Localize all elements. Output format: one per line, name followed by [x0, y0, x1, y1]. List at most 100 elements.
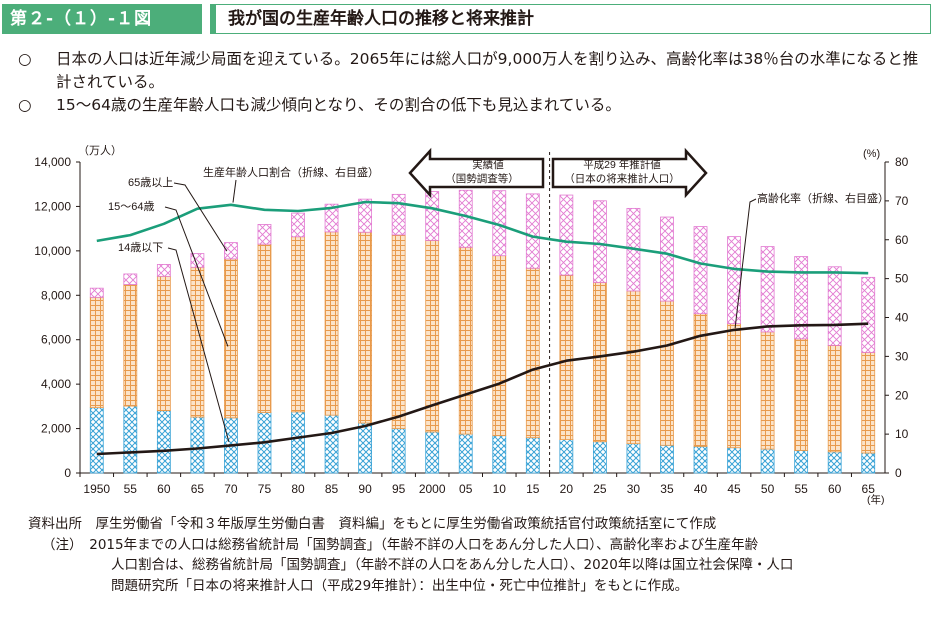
bar-age-15-64 [358, 231, 373, 424]
bar-age-0-14 [358, 422, 373, 474]
source-label: 資料出所 [28, 516, 82, 532]
bar-age-65-plus [592, 200, 607, 283]
bar-age-15-64 [89, 296, 104, 409]
right-tick-label: 70 [895, 194, 909, 208]
bar-age-0-14 [794, 450, 809, 474]
leader-working-age-ratio [232, 179, 237, 203]
right-tick-label: 0 [895, 466, 902, 480]
bar-age-15-64 [123, 284, 138, 407]
x-tick-label: 65 [862, 482, 876, 496]
bar-age-15-64 [291, 236, 305, 413]
right-tick-label: 20 [895, 388, 909, 402]
leader-aging-rate [734, 198, 757, 328]
summary-text: 日本の人口は近年減少局面を迎えている。2065年には総人口が9,000万人を割り… [56, 50, 919, 91]
summary-text: 15～64歳の生産年齢人口も減少傾向となり、その割合の低下も見込まれている。 [56, 96, 621, 114]
note-row: （注） 2015年までの人口は総務省統計局「国勢調査」（年齢不詳の人口をあん分し… [28, 535, 928, 556]
x-tick-label: 40 [694, 482, 708, 496]
summary-bullet: ○ 15～64歳の生産年齢人口も減少傾向となり、その割合の低下も見込まれている。 [18, 94, 923, 117]
bar-age-0-14 [660, 444, 674, 474]
x-tick-label: 50 [761, 482, 775, 496]
bar-age-0-14 [861, 452, 876, 474]
bar-age-0-14 [156, 410, 171, 474]
x-tick-label: 55 [794, 482, 808, 496]
label-aging-rate: 高齢化率（折線、右目盛） [757, 191, 889, 205]
left-tick-label: 14,000 [34, 155, 71, 169]
x-tick-label: 55 [124, 482, 138, 496]
x-tick-label: 65 [191, 482, 205, 496]
left-tick-label: 2,000 [41, 422, 71, 436]
left-axis-unit: （万人） [78, 144, 122, 157]
note-label: （注） [42, 536, 76, 553]
circle-bullet-icon: ○ [18, 96, 32, 114]
note-text: 人口割合は、総務省統計局「国勢調査」（年齢不詳の人口をあん分した人口）、2020… [111, 557, 794, 573]
bar-age-0-14 [592, 441, 607, 474]
right-tick-label: 50 [895, 272, 909, 286]
bar-age-65-plus [425, 191, 440, 241]
x-tick-label: 15 [526, 482, 540, 496]
bar-age-0-14 [492, 435, 507, 474]
bar-age-15-64 [592, 282, 607, 443]
bar-age-65-plus [727, 236, 741, 325]
bar-age-65-plus [358, 198, 373, 233]
source-row: 資料出所 厚生労働省「令和３年版厚生労働白書 資料編」をもとに厚生労働省政策統括… [28, 514, 928, 535]
bar-age-65-plus [123, 273, 138, 285]
circle-bullet-icon: ○ [18, 50, 32, 68]
bar-age-15-64 [727, 323, 741, 449]
bar-age-0-14 [827, 451, 842, 474]
x-tick-label: 10 [493, 482, 507, 496]
bar-age-0-14 [693, 446, 708, 474]
bar-age-0-14 [190, 416, 205, 474]
bar-age-15-64 [257, 243, 272, 413]
x-tick-label: 05 [459, 482, 473, 496]
bar-age-15-64 [458, 246, 473, 435]
bar-age-15-64 [156, 275, 171, 412]
x-tick-label: 20 [560, 482, 574, 496]
bar-age-65-plus [224, 242, 238, 260]
bar-age-15-64 [693, 313, 708, 447]
leader-age-0-14 [167, 247, 230, 443]
bar-age-0-14 [89, 407, 104, 474]
x-tick-label: 2000 [419, 482, 446, 496]
bar-age-15-64 [626, 290, 641, 445]
right-tick-label: 40 [895, 311, 909, 325]
bar-age-65-plus [89, 287, 104, 298]
bar-age-0-14 [324, 414, 339, 474]
bar-age-15-64 [391, 234, 406, 429]
bars-layer [89, 189, 876, 474]
bar-age-65-plus [861, 276, 876, 353]
figure-title: 我が国の生産年齢人口の推移と将来推計 [210, 4, 931, 34]
arrow-forecast-title: 平成29 年推計値 [583, 158, 661, 171]
bar-age-65-plus [760, 246, 775, 333]
bar-age-65-plus [391, 193, 406, 236]
x-tick-label: 75 [258, 482, 272, 496]
x-tick-label: 45 [727, 482, 741, 496]
arrow-actual-subtitle: （国勢調査等） [445, 172, 519, 185]
bar-age-0-14 [760, 448, 775, 474]
label-age-0-14: 14歳以下 [118, 241, 163, 254]
axes-layer: 0 2,000 4,000 6,000 8,000 10,000 12,000 14,000 0… [34, 144, 908, 506]
bar-age-65-plus [324, 203, 339, 233]
bar-age-15-64 [660, 300, 674, 446]
x-tick-label: 80 [291, 482, 305, 496]
bar-age-65-plus [257, 224, 272, 245]
right-tick-label: 80 [895, 155, 909, 169]
bar-age-65-plus [660, 216, 674, 302]
figure-number: 第２-（１）-１図 [2, 4, 202, 34]
x-tick-label: 90 [358, 482, 372, 496]
leader-age-15-64 [164, 206, 229, 347]
note-text: 問題研究所「日本の将来推計人口（平成29年推計）：出生中位・死亡中位推計」をもと… [111, 577, 689, 594]
bar-age-65-plus [156, 264, 171, 277]
bar-age-65-plus [458, 189, 473, 248]
bar-age-65-plus [525, 193, 540, 269]
left-tick-label: 10,000 [34, 244, 71, 258]
bar-age-65-plus [291, 212, 305, 238]
x-tick-label: 95 [392, 482, 406, 496]
bar-age-15-64 [760, 331, 775, 450]
bar-age-15-64 [224, 258, 238, 419]
bar-age-15-64 [324, 231, 339, 416]
arrow-actual-title: 実績値 [472, 158, 504, 171]
annotations-layer: 65歳以上 15～64歳 14歳以下 生産年齢人口割合（折線、右目盛） 高齢化率（折線、… [108, 147, 889, 443]
source-text: 厚生労働省「令和３年版厚生労働白書 資料編」をもとに厚生労働省政策統括官付政策統… [95, 516, 717, 532]
arrow-left-icon [408, 147, 545, 199]
bar-age-15-64 [525, 267, 540, 439]
